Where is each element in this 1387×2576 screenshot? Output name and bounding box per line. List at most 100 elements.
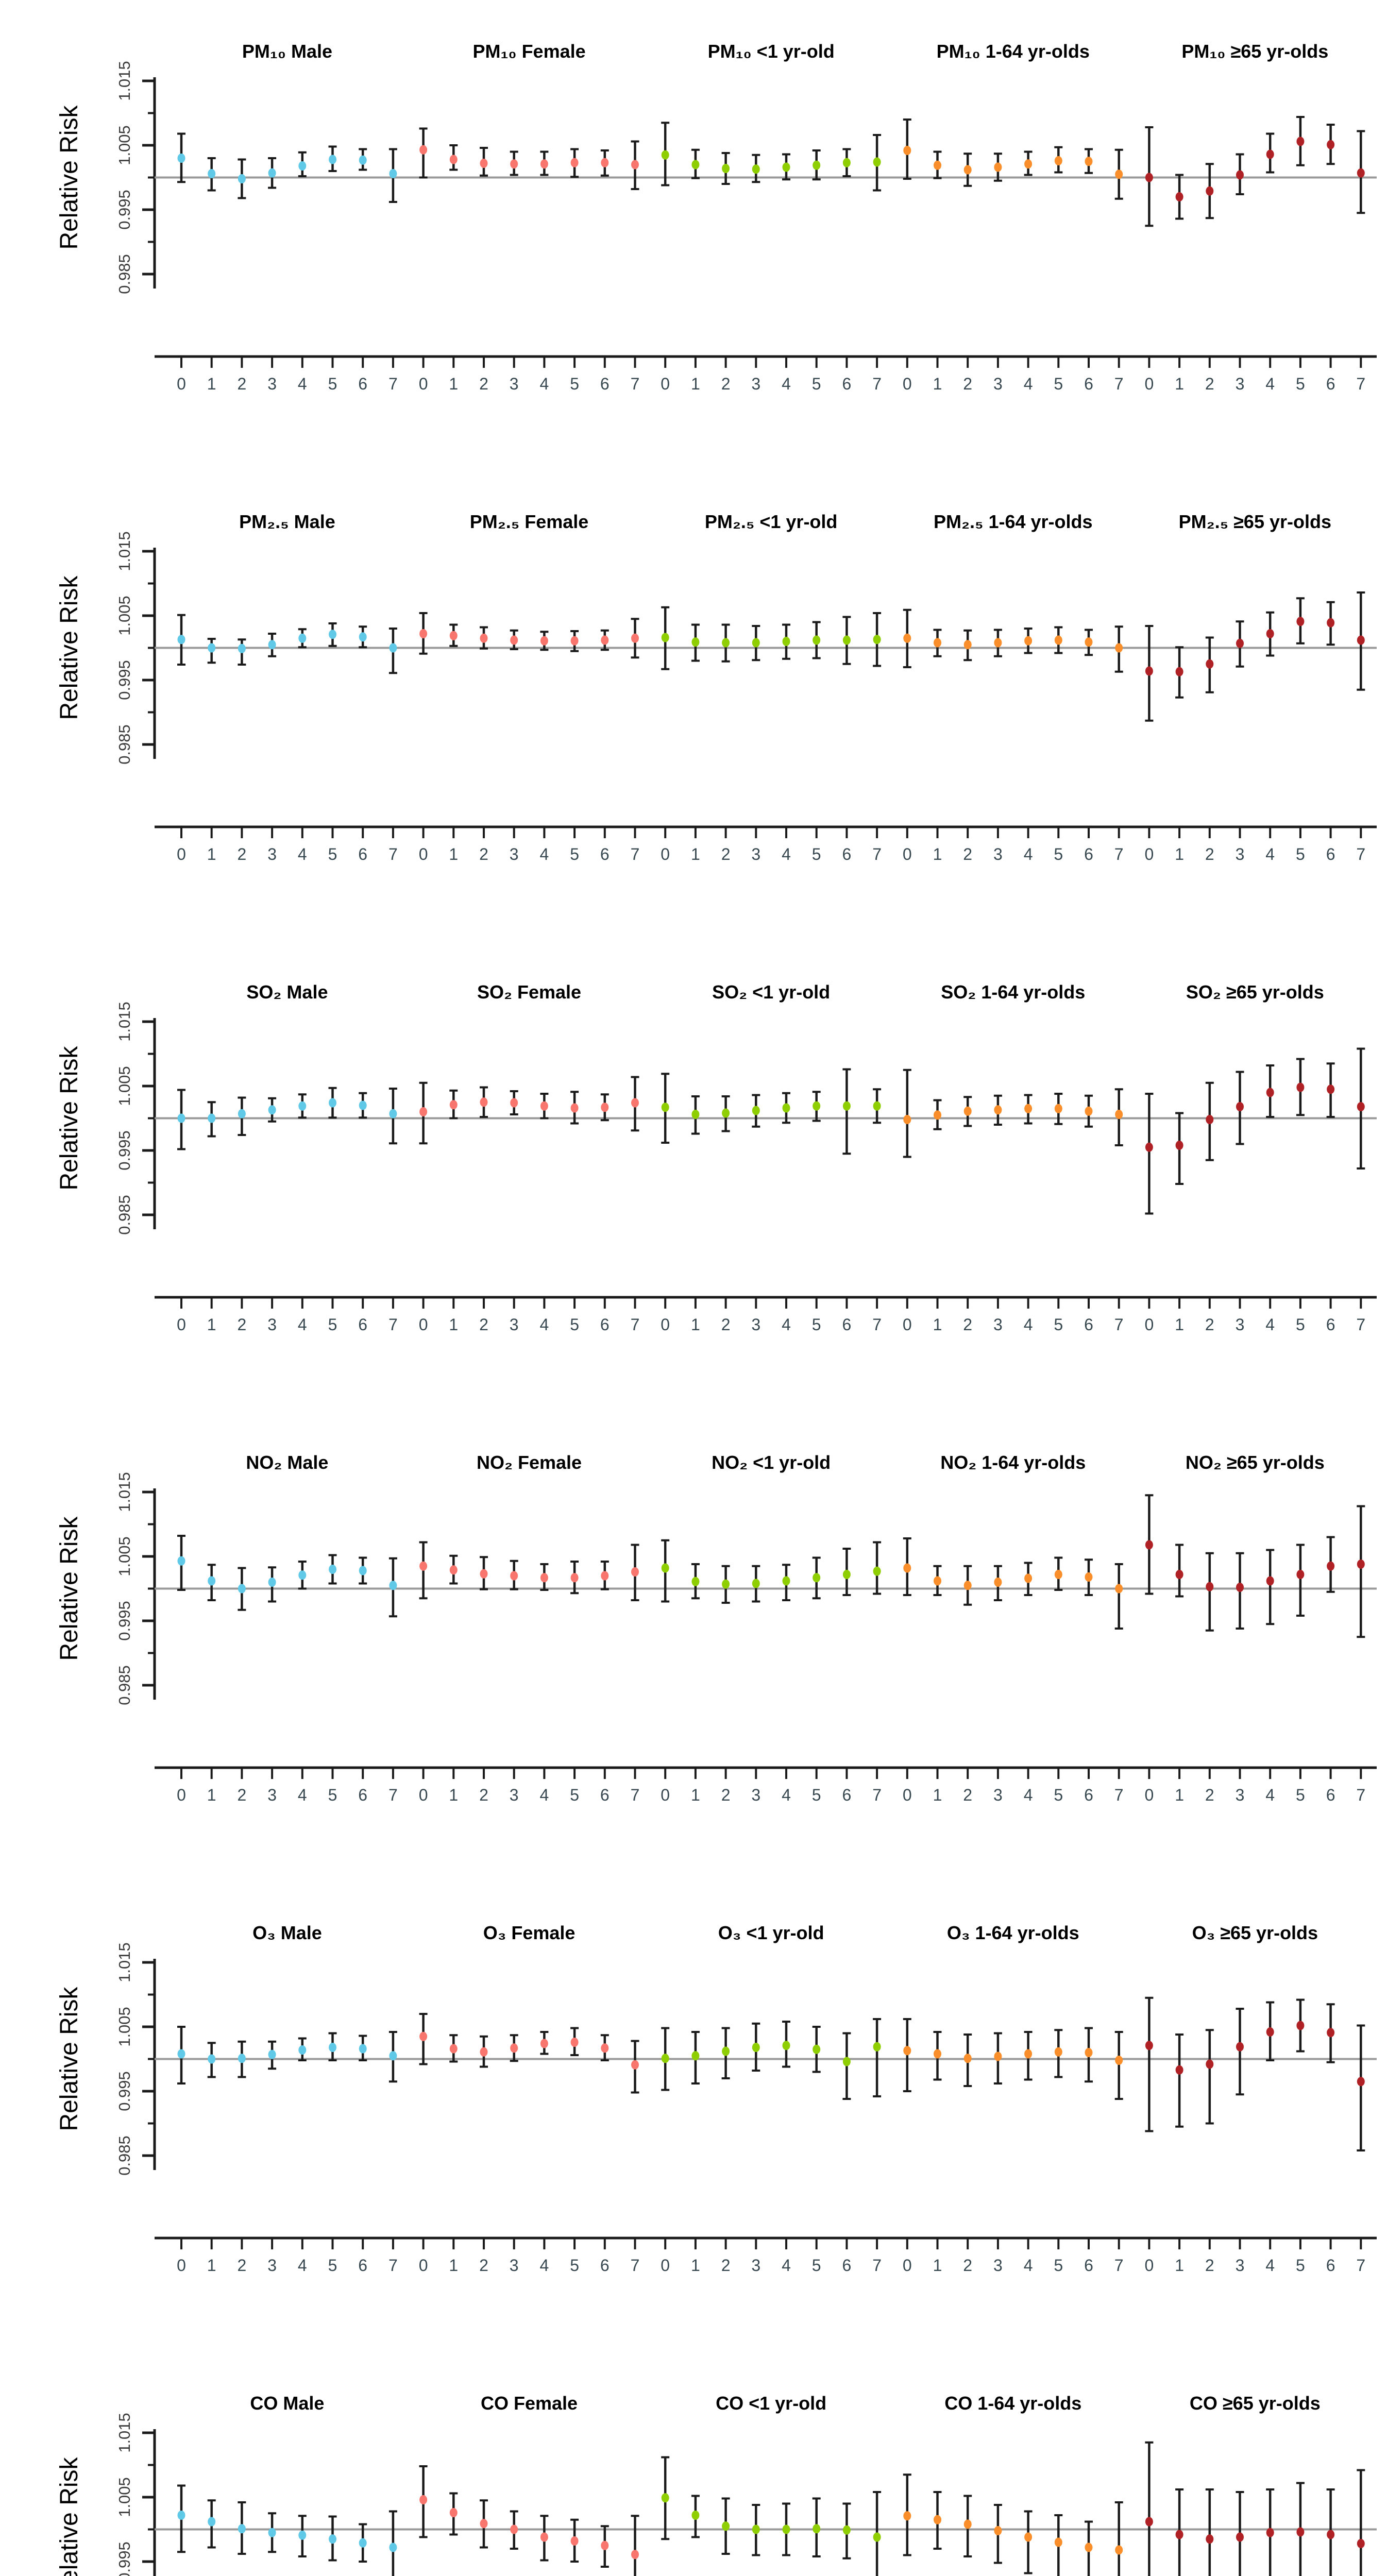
x-tick-label: 4: [1024, 845, 1033, 863]
point-estimate: [510, 2043, 518, 2053]
point-estimate: [298, 161, 307, 171]
x-tick-label: 7: [1114, 1315, 1124, 1334]
panel-title: SO₂ 1-64 yr-olds: [941, 981, 1085, 1003]
x-tick-label: 3: [993, 2256, 1003, 2275]
point-estimate: [389, 1109, 397, 1118]
point-estimate: [994, 638, 1002, 648]
point-estimate: [782, 1103, 790, 1113]
x-tick-label: 0: [903, 1315, 912, 1334]
point-estimate: [1327, 2530, 1335, 2539]
x-tick-label: 7: [872, 1786, 882, 1804]
point-estimate: [903, 2511, 911, 2521]
point-estimate: [1024, 636, 1033, 646]
point-estimate: [1024, 2049, 1033, 2059]
x-tick-label: 6: [358, 1315, 367, 1334]
x-tick-label: 5: [1054, 845, 1063, 863]
x-tick-label: 3: [267, 845, 277, 863]
point-estimate: [268, 2049, 276, 2059]
x-tick-label: 5: [1296, 1786, 1305, 1804]
row-background: [0, 941, 1387, 1411]
x-tick-label: 0: [419, 1315, 428, 1334]
point-estimate: [1236, 638, 1244, 648]
x-tick-label: 0: [1145, 2256, 1154, 2275]
point-estimate: [994, 162, 1002, 172]
y-axis-label: Relative Risk: [56, 1516, 83, 1660]
point-estimate: [177, 2511, 185, 2520]
x-tick-label: 7: [631, 2256, 640, 2275]
x-tick-label: 4: [540, 2256, 549, 2275]
point-estimate: [722, 1579, 730, 1589]
x-tick-label: 5: [1296, 375, 1305, 393]
x-tick-label: 1: [933, 845, 942, 863]
x-tick-label: 0: [419, 2256, 428, 2275]
x-tick-label: 5: [812, 2256, 821, 2275]
point-estimate: [1054, 2537, 1062, 2547]
point-estimate: [359, 155, 367, 165]
x-tick-label: 6: [600, 1786, 610, 1804]
y-tick-label: 0.995: [115, 190, 133, 230]
x-tick-label: 6: [358, 375, 367, 393]
point-estimate: [631, 2060, 639, 2070]
y-axis-label: Relative Risk: [56, 575, 83, 720]
x-tick-label: 7: [1114, 2256, 1124, 2275]
point-estimate: [782, 2524, 790, 2534]
point-estimate: [268, 1578, 276, 1587]
point-estimate: [570, 2536, 579, 2546]
x-tick-label: 2: [963, 1786, 972, 1804]
x-tick-label: 0: [903, 2256, 912, 2275]
x-tick-label: 7: [1114, 1786, 1124, 1804]
point-estimate: [994, 2526, 1002, 2535]
point-estimate: [177, 1556, 185, 1566]
x-tick-label: 1: [449, 1315, 458, 1334]
y-tick-label: 1.005: [115, 596, 133, 636]
point-estimate: [238, 2524, 246, 2534]
point-estimate: [570, 1103, 579, 1113]
point-estimate: [208, 169, 216, 178]
point-estimate: [1236, 1583, 1244, 1592]
x-tick-label: 5: [1054, 2256, 1063, 2275]
point-estimate: [1236, 1102, 1244, 1111]
point-estimate: [480, 1097, 488, 1107]
x-tick-label: 1: [449, 1786, 458, 1804]
point-estimate: [842, 2057, 851, 2066]
x-tick-label: 1: [1175, 1315, 1184, 1334]
x-tick-label: 1: [933, 1786, 942, 1804]
chart-row-no: NO₂ Male NO₂ Female NO₂ <1 yr-old NO₂ 1-64 …: [0, 1411, 1387, 1882]
point-estimate: [238, 1109, 246, 1118]
point-estimate: [359, 632, 367, 642]
point-estimate: [1327, 140, 1335, 149]
x-tick-label: 2: [479, 2256, 488, 2275]
x-tick-label: 4: [540, 1786, 549, 1804]
y-tick-label: 1.005: [115, 2477, 133, 2517]
x-tick-label: 3: [993, 1315, 1003, 1334]
x-tick-label: 0: [419, 845, 428, 863]
point-estimate: [752, 2043, 760, 2052]
x-tick-label: 1: [207, 845, 216, 863]
point-estimate: [480, 2519, 488, 2529]
point-estimate: [1357, 635, 1365, 645]
x-tick-label: 7: [388, 845, 398, 863]
point-estimate: [480, 1569, 488, 1579]
x-tick-label: 1: [1175, 1786, 1184, 1804]
point-estimate: [1206, 1115, 1214, 1124]
point-estimate: [873, 1566, 881, 1576]
x-tick-label: 2: [238, 845, 247, 863]
x-tick-label: 7: [631, 1786, 640, 1804]
point-estimate: [359, 1566, 367, 1575]
point-estimate: [873, 635, 881, 645]
point-estimate: [1085, 1106, 1093, 1116]
point-estimate: [1236, 170, 1244, 180]
point-estimate: [661, 1563, 669, 1573]
y-tick-label: 1.015: [115, 61, 133, 101]
x-tick-label: 7: [631, 375, 640, 393]
point-estimate: [1266, 2528, 1274, 2537]
x-tick-label: 3: [751, 375, 760, 393]
point-estimate: [298, 2045, 307, 2055]
x-tick-label: 6: [1084, 1315, 1093, 1334]
point-estimate: [873, 1101, 881, 1111]
x-tick-label: 4: [1265, 1315, 1275, 1334]
point-estimate: [1145, 1540, 1153, 1550]
x-tick-label: 7: [872, 845, 882, 863]
x-tick-label: 0: [1145, 1315, 1154, 1334]
point-estimate: [691, 2511, 700, 2520]
